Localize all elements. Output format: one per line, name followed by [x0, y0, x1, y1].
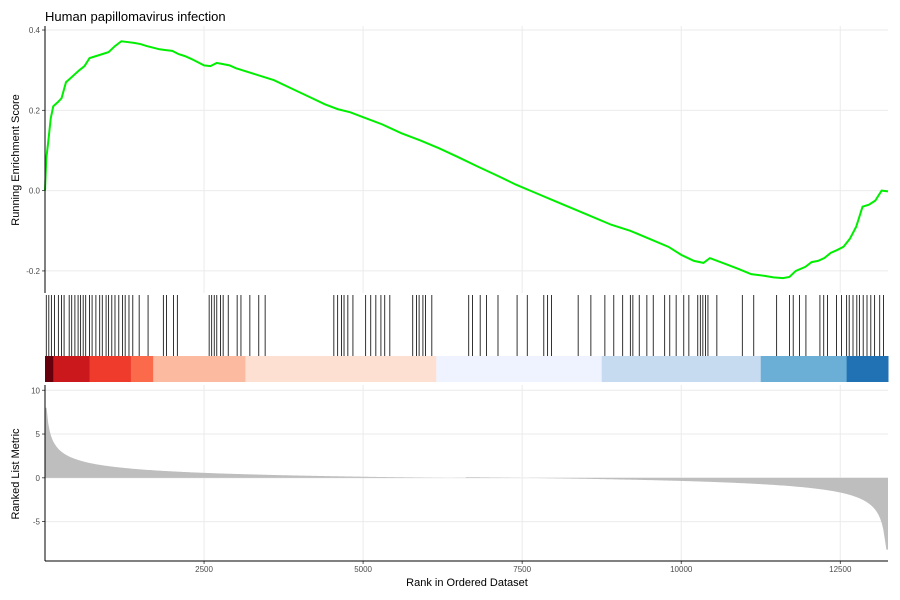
heat-bar-segment — [601, 356, 762, 382]
es-y-ticks: -0.2 0.0 0.2 0.4 — [26, 26, 45, 276]
heat-bar-segment — [89, 356, 132, 382]
es-gridlines — [45, 26, 888, 293]
ranked-metric-panel: -5 0 5 10 2500 5000 7500 10000 12500 Ranked Lis… — [10, 385, 888, 589]
x-tick-label: 2500 — [195, 565, 213, 574]
heat-bar-segment — [245, 356, 437, 382]
heat-bar-segment — [846, 356, 889, 382]
heat-bar-segment — [130, 356, 154, 382]
running-enrichment-score-line — [44, 40, 889, 280]
metric-y-tick-label: -5 — [33, 518, 41, 527]
metric-y-axis-label: Ranked List Metric — [10, 428, 22, 520]
es-y-tick-label: 0.4 — [29, 26, 41, 35]
es-y-axis-label: Running Enrichment Score — [10, 94, 22, 225]
heat-bar-segment — [153, 356, 246, 382]
metric-y-tick-label: 10 — [31, 386, 40, 395]
es-y-tick-label: -0.2 — [26, 267, 40, 276]
heat-bar-segment — [436, 356, 603, 382]
rank-heat-bar — [45, 356, 889, 382]
x-axis-ticks: 2500 5000 7500 10000 12500 — [195, 561, 852, 574]
x-tick-label: 10000 — [670, 565, 693, 574]
metric-y-tick-label: 5 — [36, 430, 41, 439]
enrichment-score-panel: -0.2 0.0 0.2 0.4 Running Enrichment Score — [10, 26, 889, 293]
heat-bar-segment — [53, 356, 91, 382]
ranked-list-metric-area — [45, 407, 888, 550]
x-axis-label: Rank in Ordered Dataset — [406, 577, 528, 589]
x-tick-label: 5000 — [354, 565, 372, 574]
gene-hits-panel — [45, 295, 889, 382]
gene-hit-ticks — [45, 295, 884, 356]
es-y-tick-label: 0.2 — [29, 106, 41, 115]
metric-y-ticks: -5 0 5 10 — [31, 386, 45, 527]
heat-bar-segment — [760, 356, 848, 382]
es-y-tick-label: 0.0 — [29, 187, 41, 196]
metric-y-tick-label: 0 — [36, 474, 41, 483]
heat-bar-segment — [45, 356, 54, 382]
x-tick-label: 12500 — [829, 565, 852, 574]
x-tick-label: 7500 — [513, 565, 531, 574]
chart-title: Human papillomavirus infection — [45, 9, 226, 24]
